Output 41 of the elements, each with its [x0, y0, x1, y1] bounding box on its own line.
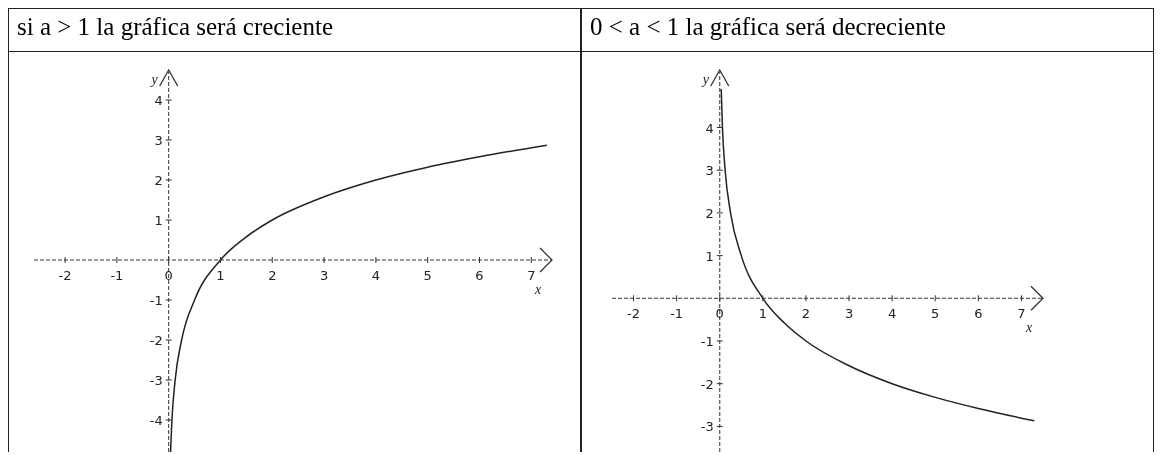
- y-tick-label: 3: [154, 133, 163, 148]
- y-tick-label: 1: [154, 213, 163, 228]
- y-tick-label: 2: [705, 205, 714, 221]
- x-tick-label: 7: [527, 268, 536, 283]
- y-tick-label: -4: [149, 413, 163, 428]
- x-tick-label: 2: [801, 306, 811, 322]
- x-tick-label: 5: [931, 306, 940, 322]
- y-tick-label: -1: [149, 293, 163, 308]
- y-axis-title: y: [149, 72, 159, 87]
- y-tick-label: -1: [700, 333, 714, 349]
- x-tick-label: 6: [974, 306, 983, 322]
- x-tick-label: 3: [319, 268, 329, 283]
- x-tick-label: -2: [627, 306, 641, 322]
- x-tick-label: -1: [110, 268, 124, 283]
- y-tick-label: 4: [705, 120, 714, 136]
- y-tick-label: -2: [700, 376, 714, 392]
- y-axis-title: y: [700, 72, 710, 87]
- x-tick-label: 7: [1017, 306, 1026, 322]
- x-tick-label: 3: [844, 306, 854, 322]
- x-tick-label: -2: [58, 268, 72, 283]
- x-tick-label: 6: [475, 268, 484, 283]
- y-tick-label: 2: [154, 173, 163, 188]
- y-tick-label: 3: [705, 163, 714, 179]
- y-tick-label: 1: [705, 248, 714, 264]
- x-tick-label: 5: [423, 268, 432, 283]
- y-tick-label: 4: [154, 93, 163, 108]
- x-tick-label: 2: [268, 268, 277, 283]
- chart-title: 0 < a < 1 la gráfica será decreciente: [582, 8, 1153, 52]
- x-tick-label: 0: [715, 306, 724, 322]
- x-tick-label: 4: [371, 268, 381, 283]
- y-tick-label: -3: [149, 373, 163, 388]
- y-tick-label: -3: [700, 419, 714, 435]
- x-tick-label: 4: [888, 306, 897, 322]
- chart-title: si a > 1 la gráfica será creciente: [9, 8, 580, 52]
- x-axis-title: x: [533, 282, 542, 297]
- x-tick-label: 1: [758, 306, 767, 322]
- x-tick-label: 0: [164, 268, 173, 283]
- y-tick-label: -2: [149, 333, 163, 348]
- x-tick-label: -1: [670, 306, 684, 322]
- x-axis-title: x: [1024, 320, 1033, 336]
- x-tick-label: 1: [216, 268, 225, 283]
